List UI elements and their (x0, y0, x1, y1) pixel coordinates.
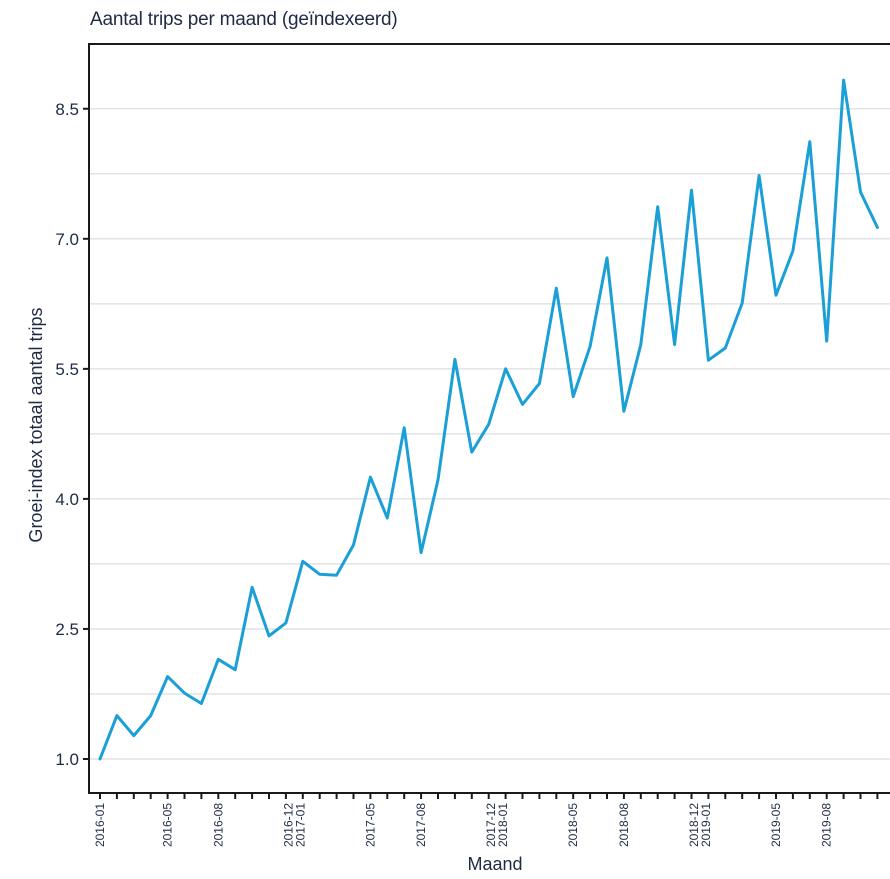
data-point (217, 658, 220, 661)
data-point (589, 345, 592, 348)
data-point (453, 358, 456, 361)
grid-lines (90, 108, 890, 760)
data-point (386, 516, 389, 519)
data-point (606, 256, 609, 259)
y-tick-label: 8.5 (55, 100, 79, 119)
x-tick-label: 2018-01 (496, 803, 510, 847)
y-tick-label: 7.0 (55, 230, 79, 249)
data-point (420, 551, 423, 554)
data-point (437, 478, 440, 481)
data-point (183, 692, 186, 695)
data-point (470, 451, 473, 454)
data-point (149, 714, 152, 717)
y-axis: 1.0 2.5 4.0 5.5 7.0 8.5 (55, 100, 89, 769)
data-point (673, 343, 676, 346)
data-point (369, 476, 372, 479)
data-point (690, 189, 693, 192)
data-point (859, 190, 862, 193)
data-point (521, 403, 524, 406)
x-tick-label: 2019-08 (820, 803, 834, 847)
chart-title: Aantal trips per maand (geïndexeerd) (90, 9, 398, 30)
data-point (555, 287, 558, 290)
data-point (876, 226, 879, 229)
x-tick-label: 2016-01 (93, 803, 107, 847)
x-tick-label: 2019-05 (769, 803, 783, 847)
data-point (335, 574, 338, 577)
x-tick-label: 2016-05 (161, 803, 175, 847)
x-tick-label: 2016-12 (281, 803, 295, 847)
data-point (352, 543, 355, 546)
plot-area-frame (88, 43, 890, 794)
data-point (251, 586, 254, 589)
y-tick-label: 5.5 (55, 360, 79, 379)
data-point (234, 668, 237, 671)
x-axis-title: Maand (467, 854, 522, 874)
data-point (487, 423, 490, 426)
data-point (724, 347, 727, 350)
series-line (98, 78, 879, 761)
data-point (622, 410, 625, 413)
x-tick-label: 2017-08 (414, 803, 428, 847)
data-point (200, 702, 203, 705)
data-point (99, 758, 102, 761)
data-point (403, 426, 406, 429)
x-tick-label: 2018-08 (617, 803, 631, 847)
data-point (808, 140, 811, 143)
y-axis-title: Groei-index totaal aantal trips (26, 307, 46, 542)
data-point (268, 634, 271, 637)
data-point (791, 249, 794, 252)
data-point (656, 205, 659, 208)
y-tick-label: 4.0 (55, 490, 79, 509)
x-tick-label: 2017-12 (484, 803, 498, 847)
x-tick-label: 2018-05 (566, 803, 580, 847)
data-point (538, 382, 541, 385)
y-tick-label: 1.0 (55, 750, 79, 769)
x-tick-label: 2017-05 (363, 803, 377, 847)
data-point (166, 675, 169, 678)
x-tick-label: 2019-01 (699, 803, 713, 847)
data-point (318, 573, 321, 576)
data-point (504, 367, 507, 370)
data-point (758, 174, 761, 177)
y-tick-label: 2.5 (55, 620, 79, 639)
data-point (284, 621, 287, 624)
data-point (572, 395, 575, 398)
data-point (115, 714, 118, 717)
data-point (775, 294, 778, 297)
data-point (639, 343, 642, 346)
data-point (741, 301, 744, 304)
data-point (842, 79, 845, 82)
data-point (825, 340, 828, 343)
data-point (301, 560, 304, 563)
data-point (132, 734, 135, 737)
data-point (707, 359, 710, 362)
x-tick-label: 2017-01 (293, 803, 307, 847)
x-tick-label: 2016-08 (211, 803, 225, 847)
x-tick-label: 2018-12 (687, 803, 701, 847)
